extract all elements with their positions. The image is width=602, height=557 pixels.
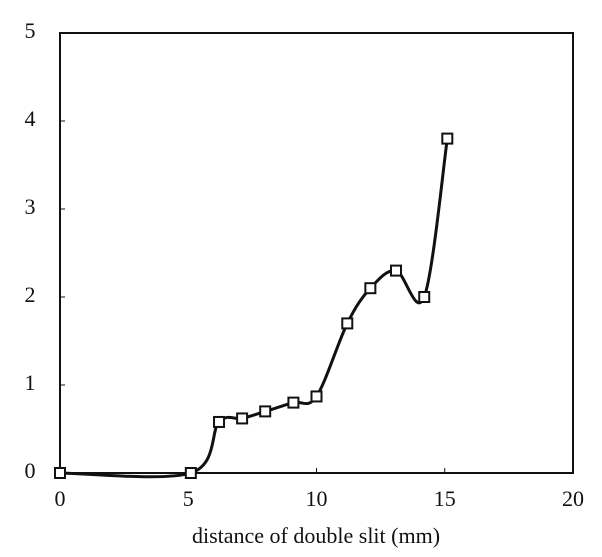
y-tick-label: 3	[25, 194, 36, 219]
data-point	[390, 264, 403, 277]
y-tick-label: 2	[25, 282, 36, 307]
data-point	[310, 390, 323, 403]
y-tick-label: 0	[25, 458, 36, 483]
data-point	[236, 412, 249, 425]
data-point	[364, 282, 377, 295]
y-tick-label: 5	[25, 18, 36, 43]
data-point	[441, 132, 454, 145]
data-point	[341, 317, 354, 330]
y-tick-label: 1	[25, 370, 36, 395]
data-point	[213, 415, 226, 428]
plot-frame	[59, 32, 574, 474]
data-point	[287, 396, 300, 409]
x-tick-label: 5	[183, 486, 194, 511]
x-tick-label: 15	[434, 486, 456, 511]
data-point	[418, 291, 431, 303]
x-tick-label: 10	[306, 486, 328, 511]
data-point	[184, 467, 197, 479]
x-tick-label: 0	[55, 486, 66, 511]
y-tick-label: 4	[25, 106, 36, 131]
x-axis-label: distance of double slit (mm)	[192, 523, 440, 548]
x-tick-label: 20	[562, 486, 584, 511]
data-point	[54, 467, 66, 479]
data-line	[59, 138, 449, 479]
data-point	[259, 405, 272, 418]
